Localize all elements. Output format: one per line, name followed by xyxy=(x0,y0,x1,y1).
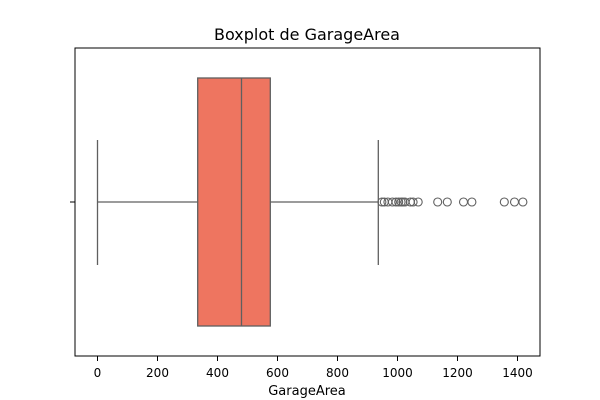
outlier-point xyxy=(377,197,387,207)
x-tick-label: 400 xyxy=(206,366,229,380)
iqr-box xyxy=(197,77,271,327)
outlier-point xyxy=(413,197,423,207)
x-tick-label: 600 xyxy=(266,366,289,380)
outlier-point xyxy=(458,197,469,207)
outlier-point xyxy=(442,197,452,207)
outlier-point xyxy=(387,197,397,207)
outlier-point xyxy=(433,197,443,207)
x-tick-label: 1400 xyxy=(502,366,533,380)
outlier-point xyxy=(467,197,477,207)
x-tick-label: 0 xyxy=(94,366,102,380)
chart-title: Boxplot de GarageArea xyxy=(214,25,400,44)
outlier-point xyxy=(509,197,520,207)
x-tick-label: 800 xyxy=(326,366,349,380)
outlier-point xyxy=(499,197,509,207)
outlier-point xyxy=(391,197,401,207)
x-axis: 0 200 400 600 800 1000 1200 1400 xyxy=(94,356,533,380)
outlier-point xyxy=(518,197,528,207)
outlier-point xyxy=(394,197,404,207)
outlier-point xyxy=(408,197,418,207)
x-tick-label: 200 xyxy=(146,366,169,380)
plot-area xyxy=(96,77,528,327)
x-tick-label: 1000 xyxy=(382,366,413,380)
x-tick-label: 1200 xyxy=(442,366,473,380)
x-axis-label: GarageArea xyxy=(268,384,346,399)
